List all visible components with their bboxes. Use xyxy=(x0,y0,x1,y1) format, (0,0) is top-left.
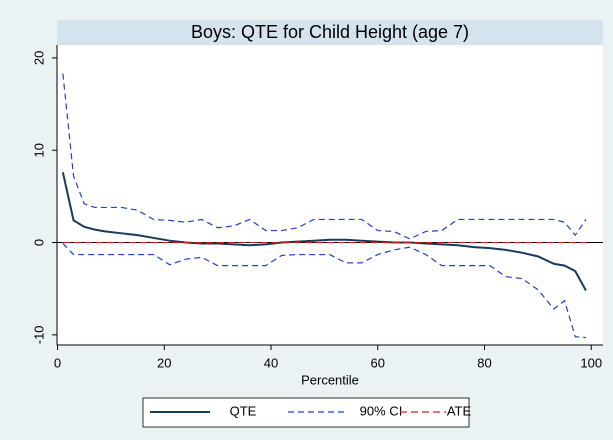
y-tick-label: 0 xyxy=(31,239,46,246)
x-tick-label: 60 xyxy=(371,355,385,370)
chart-title: Boys: QTE for Child Height (age 7) xyxy=(191,22,469,42)
plot-area xyxy=(57,45,603,345)
y-tick-label: -10 xyxy=(31,325,46,344)
x-tick-label: 20 xyxy=(157,355,171,370)
series-line xyxy=(61,172,587,292)
series-line xyxy=(62,73,587,240)
x-axis-label: Percentile xyxy=(301,372,359,387)
y-tick-label: 10 xyxy=(31,143,46,157)
x-tick-label: 0 xyxy=(54,355,61,370)
x-tick-label: 40 xyxy=(264,355,278,370)
x-tick-label: 80 xyxy=(477,355,491,370)
legend-label: QTE xyxy=(230,403,257,418)
series-line xyxy=(62,243,586,339)
y-tick-label: 20 xyxy=(31,51,46,65)
legend-label: ATE xyxy=(447,403,472,418)
x-tick-label: 100 xyxy=(580,355,602,370)
legend-label: 90% CI xyxy=(360,403,403,418)
title-band xyxy=(57,20,603,45)
